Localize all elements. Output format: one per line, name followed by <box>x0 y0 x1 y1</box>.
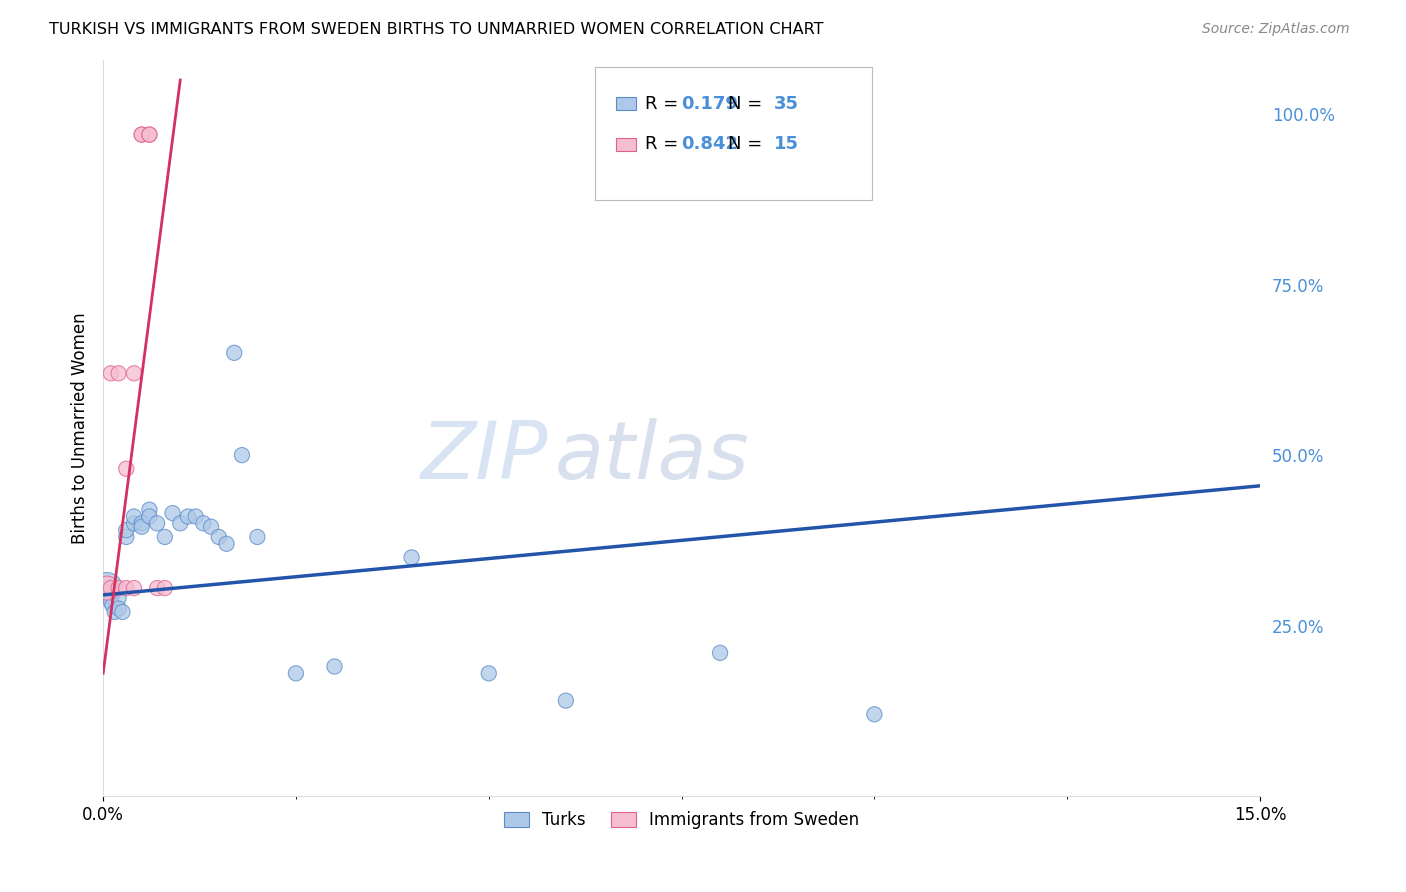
Point <box>246 530 269 544</box>
Point <box>107 591 129 606</box>
Point <box>193 516 215 531</box>
Text: TURKISH VS IMMIGRANTS FROM SWEDEN BIRTHS TO UNMARRIED WOMEN CORRELATION CHART: TURKISH VS IMMIGRANTS FROM SWEDEN BIRTHS… <box>49 22 824 37</box>
Legend: Turks, Immigrants from Sweden: Turks, Immigrants from Sweden <box>498 805 866 836</box>
Point <box>208 530 231 544</box>
Point <box>138 509 160 524</box>
Point <box>100 581 122 595</box>
Point <box>146 516 169 531</box>
Point <box>323 659 346 673</box>
Point <box>115 523 138 537</box>
Point <box>153 581 176 595</box>
Text: N =: N = <box>728 95 768 112</box>
Text: Source: ZipAtlas.com: Source: ZipAtlas.com <box>1202 22 1350 37</box>
Point <box>96 581 118 595</box>
Point <box>96 581 118 595</box>
FancyBboxPatch shape <box>616 137 637 151</box>
Point <box>554 693 576 707</box>
Point <box>131 128 153 142</box>
Text: ZIP: ZIP <box>422 418 548 496</box>
Point <box>138 128 160 142</box>
Point <box>100 595 122 609</box>
Text: R =: R = <box>644 136 683 153</box>
Text: atlas: atlas <box>554 418 749 496</box>
Point <box>104 605 127 619</box>
Point <box>107 581 129 595</box>
Point <box>709 646 731 660</box>
Point <box>111 605 134 619</box>
Point <box>100 366 122 380</box>
FancyBboxPatch shape <box>616 97 637 111</box>
Point <box>215 537 238 551</box>
Text: R =: R = <box>644 95 683 112</box>
Point <box>115 581 138 595</box>
Point <box>101 598 124 612</box>
Point <box>122 516 145 531</box>
Point <box>177 509 200 524</box>
Point <box>122 366 145 380</box>
Text: N =: N = <box>728 136 768 153</box>
Point <box>169 516 191 531</box>
Point <box>231 448 253 462</box>
Point <box>131 128 153 142</box>
Text: 15: 15 <box>775 136 799 153</box>
Point <box>138 502 160 516</box>
Point <box>153 530 176 544</box>
Y-axis label: Births to Unmarried Women: Births to Unmarried Women <box>72 312 89 543</box>
Text: 35: 35 <box>775 95 799 112</box>
Point <box>200 519 222 533</box>
FancyBboxPatch shape <box>595 67 872 200</box>
Point <box>184 509 207 524</box>
Point <box>478 666 501 681</box>
Point <box>115 530 138 544</box>
Text: 0.842: 0.842 <box>682 136 738 153</box>
Point <box>131 519 153 533</box>
Point <box>115 462 138 476</box>
Point <box>162 506 184 520</box>
Point <box>863 707 886 722</box>
Point <box>107 366 129 380</box>
Point <box>122 581 145 595</box>
Point <box>138 128 160 142</box>
Point <box>131 516 153 531</box>
Point <box>122 509 145 524</box>
Text: 0.179: 0.179 <box>682 95 738 112</box>
Point <box>146 581 169 595</box>
Point <box>401 550 423 565</box>
Point <box>107 601 129 615</box>
Point <box>224 346 246 360</box>
Point <box>284 666 307 681</box>
